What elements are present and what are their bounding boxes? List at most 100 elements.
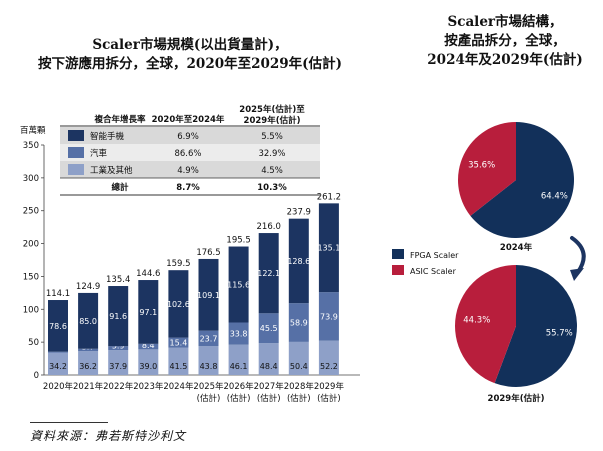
bar-segment-industrial bbox=[318, 340, 339, 375]
data-label: 109.1 bbox=[197, 291, 220, 300]
y-tick-label: 100 bbox=[23, 305, 39, 315]
left-chart-title: Scaler市場規模(以出貨量計)， 按下游應用拆分，全球，2020年至2029… bbox=[0, 36, 380, 74]
total-label: 237.9 bbox=[287, 208, 311, 218]
bar-segment-industrial bbox=[48, 352, 68, 375]
legend-series-name: 汽車 bbox=[90, 148, 108, 159]
data-label: 37.9 bbox=[109, 362, 127, 371]
legend-swatch-fpga bbox=[392, 249, 404, 259]
bar-segment-auto bbox=[48, 351, 68, 353]
y-tick-label: 200 bbox=[23, 240, 39, 250]
data-label: 43.8 bbox=[200, 362, 218, 371]
bar-segment-smartphone bbox=[168, 270, 189, 338]
bar-segment-smartphone bbox=[48, 300, 68, 352]
data-label: 45.5 bbox=[260, 324, 278, 333]
y-tick-label: 50 bbox=[28, 338, 39, 348]
bar-segment-industrial bbox=[78, 351, 99, 375]
bar-segment-smartphone bbox=[228, 246, 249, 323]
x-tick-label: 2024年 bbox=[163, 381, 194, 392]
table-row-bg bbox=[60, 127, 320, 144]
bar-segment-industrial bbox=[168, 347, 189, 375]
x-tick-sublabel: (估計) bbox=[317, 393, 341, 404]
legend-label-asic: ASIC Scaler bbox=[410, 267, 457, 276]
bar-segment-auto bbox=[198, 330, 219, 347]
pie-label-fpga: 55.7% bbox=[546, 329, 573, 339]
source-divider bbox=[30, 422, 108, 423]
x-tick-label: 2028年 bbox=[284, 381, 315, 392]
pie-title: 2024年 bbox=[500, 242, 533, 253]
data-label: 91.6 bbox=[109, 312, 127, 321]
total-label: 135.4 bbox=[106, 275, 130, 285]
data-label: 58.9 bbox=[290, 319, 308, 328]
total-label: 261.2 bbox=[317, 192, 341, 202]
data-label: 128.6 bbox=[287, 257, 310, 266]
source-note: 資料來源：弗若斯特沙利文 bbox=[30, 429, 187, 443]
total-label: 159.5 bbox=[166, 259, 190, 269]
legend-series-name: 智能手機 bbox=[90, 131, 125, 142]
data-label: 78.6 bbox=[49, 322, 67, 331]
data-label: 39.0 bbox=[139, 362, 157, 371]
bar-segment-auto bbox=[138, 343, 159, 350]
y-tick-label: 250 bbox=[23, 207, 39, 217]
left-title-line2: 按下游應用拆分，全球，2020年至2029年(估計) bbox=[38, 56, 342, 72]
x-tick-label: 2022年 bbox=[103, 381, 134, 392]
right-title-line3: 2024年及2029年(估計) bbox=[427, 52, 583, 68]
total-label: 124.9 bbox=[76, 282, 100, 292]
data-label: 85.0 bbox=[79, 317, 97, 326]
data-label: 33.8 bbox=[230, 330, 248, 339]
x-tick-label: 2023年 bbox=[133, 381, 164, 392]
left-title-line1: Scaler市場規模(以出貨量計)， bbox=[92, 37, 288, 53]
bar-segment-auto bbox=[78, 348, 99, 352]
y-tick-label: 350 bbox=[23, 141, 39, 151]
transition-arrow-icon bbox=[570, 236, 586, 274]
right-title-line1: Scaler市場結構， bbox=[447, 14, 563, 30]
x-tick-sublabel: (估計) bbox=[257, 393, 281, 404]
data-label: 34.2 bbox=[49, 362, 67, 371]
bar-segment-auto bbox=[318, 292, 339, 341]
data-label: 36.2 bbox=[79, 362, 97, 371]
y-tick-label: 0 bbox=[34, 371, 39, 381]
pie-slice-fpga bbox=[470, 122, 574, 238]
data-label: 115.6 bbox=[227, 281, 250, 290]
x-tick-label: 2021年 bbox=[73, 381, 104, 392]
data-label: 122.1 bbox=[257, 269, 280, 278]
pie-label-asic: 35.6% bbox=[468, 160, 495, 170]
legend-swatch bbox=[68, 164, 84, 175]
data-label: 41.5 bbox=[169, 362, 187, 371]
y-tick-label: 300 bbox=[23, 174, 39, 184]
right-title-line2: 按產品拆分，全球， bbox=[444, 33, 566, 49]
cagr-value: 32.9% bbox=[258, 149, 285, 159]
bar-segment-smartphone bbox=[258, 233, 279, 314]
data-label: 50.4 bbox=[290, 362, 308, 371]
legend-swatch bbox=[68, 130, 84, 141]
table-row-bg bbox=[60, 144, 320, 161]
bar-segment-auto bbox=[288, 303, 309, 342]
pie-slice-asic bbox=[457, 122, 516, 216]
bar-segment-auto bbox=[168, 337, 189, 348]
pie-title: 2029年(估計) bbox=[488, 393, 545, 404]
bar-segment-smartphone bbox=[288, 218, 309, 304]
x-tick-label: 2027年 bbox=[254, 381, 285, 392]
bar-segment-industrial bbox=[198, 346, 219, 375]
data-label: 46.1 bbox=[230, 362, 248, 371]
data-label: 135.1 bbox=[317, 244, 340, 253]
pie-slice-asic bbox=[454, 265, 516, 384]
bar-segment-auto bbox=[228, 322, 249, 345]
pie-slice-fpga bbox=[494, 265, 577, 387]
legend-swatch bbox=[68, 147, 84, 158]
total-label: 195.5 bbox=[226, 236, 250, 246]
bar-segment-industrial bbox=[258, 343, 279, 375]
x-tick-sublabel: (估計) bbox=[197, 393, 221, 404]
table-total-name: 總計 bbox=[111, 182, 129, 193]
legend-label-fpga: FPGA Scaler bbox=[410, 251, 459, 260]
cagr-value: 4.9% bbox=[177, 166, 199, 176]
cagr-value: 6.9% bbox=[177, 132, 199, 142]
x-tick-sublabel: (估計) bbox=[227, 393, 251, 404]
data-label: 52.2 bbox=[320, 362, 338, 371]
table-header-period2-line2: 2029年(估計) bbox=[244, 115, 301, 126]
data-label: 102.6 bbox=[167, 300, 190, 309]
bar-segment-smartphone bbox=[198, 258, 219, 331]
data-label: 15.4 bbox=[169, 339, 187, 348]
cagr-total: 8.7% bbox=[176, 183, 200, 193]
table-header-period1: 2020年至2024年 bbox=[152, 114, 225, 125]
total-label: 114.1 bbox=[46, 289, 70, 299]
